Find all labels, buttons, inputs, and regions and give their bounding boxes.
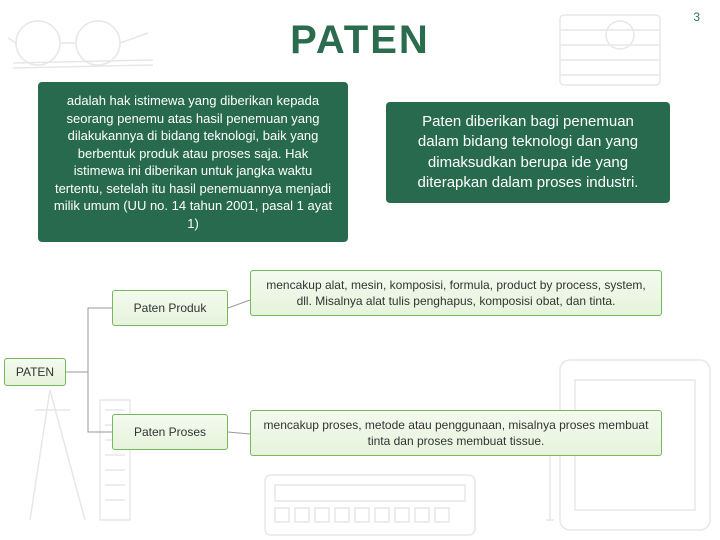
connector-lines — [0, 0, 720, 540]
